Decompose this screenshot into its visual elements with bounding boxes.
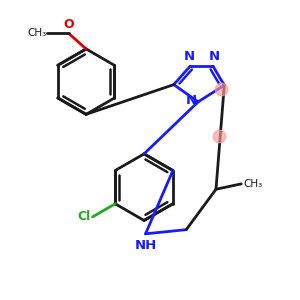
Text: Cl: Cl xyxy=(77,210,90,224)
Text: NH: NH xyxy=(135,239,157,252)
Text: O: O xyxy=(64,18,74,31)
Text: N: N xyxy=(186,94,197,107)
Text: N: N xyxy=(184,50,195,63)
Text: N: N xyxy=(208,50,220,63)
Text: CH₃: CH₃ xyxy=(28,28,47,38)
Text: CH₃: CH₃ xyxy=(243,179,262,189)
